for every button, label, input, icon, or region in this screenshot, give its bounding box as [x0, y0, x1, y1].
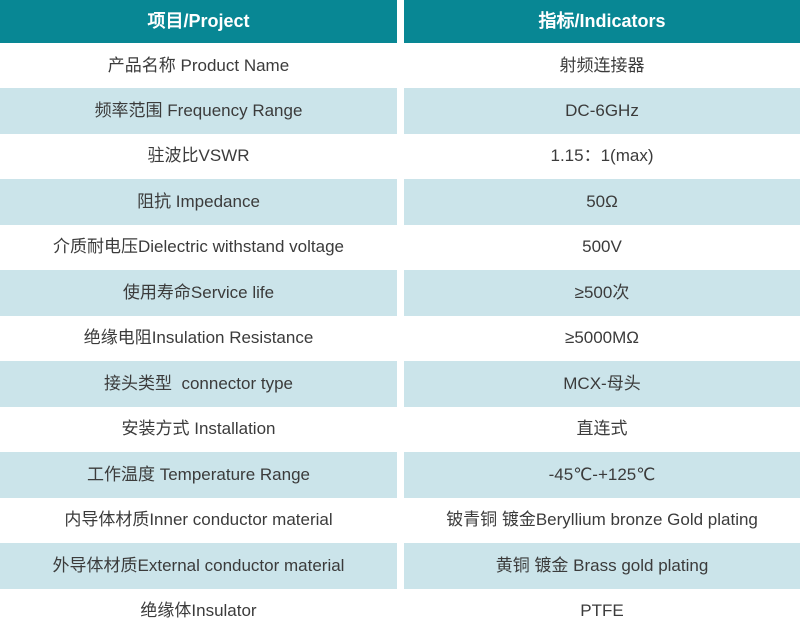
- header-indicators-cell: 指标/Indicators: [538, 10, 666, 31]
- indicator-cell: -45℃-+125℃: [548, 464, 656, 484]
- table-row: 产品名称 Product Name 射频连接器: [0, 43, 800, 89]
- indicator-cell: 500V: [582, 237, 622, 257]
- project-cell: 驻波比VSWR: [0, 133, 404, 180]
- table-row: 外导体材质External conductor material 黄铜 镀金 B…: [0, 543, 800, 589]
- project-cell: 绝缘体Insulator: [0, 588, 404, 634]
- table-body: 产品名称 Product Name 射频连接器 频率范围 Frequency R…: [0, 43, 800, 634]
- indicator-cell: 铍青铜 镀金Beryllium bronze Gold plating: [446, 510, 758, 530]
- table-row: 接头类型 connector type MCX-母头: [0, 361, 800, 407]
- project-cell: 外导体材质External conductor material: [0, 543, 404, 589]
- indicator-cell: 射频连接器: [559, 55, 645, 75]
- table-row: 内导体材质Inner conductor material 铍青铜 镀金Bery…: [0, 497, 800, 544]
- project-cell: 阻抗 Impedance: [0, 179, 404, 225]
- indicator-cell: 直连式: [576, 419, 628, 439]
- table-row: 阻抗 Impedance 50Ω: [0, 179, 800, 225]
- table-header-row: 项目/Project 指标/Indicators: [0, 0, 800, 43]
- indicator-cell: 50Ω: [586, 191, 618, 211]
- indicator-cell: DC-6GHz: [565, 101, 639, 120]
- table-row: 使用寿命Service life ≥500次: [0, 270, 800, 316]
- project-cell: 内导体材质Inner conductor material: [0, 497, 404, 544]
- project-cell: 频率范围 Frequency Range: [0, 88, 404, 134]
- project-cell: 介质耐电压Dielectric withstand voltage: [0, 224, 404, 271]
- table-row: 绝缘电阻Insulation Resistance ≥5000MΩ: [0, 315, 800, 362]
- project-cell: 使用寿命Service life: [0, 270, 404, 316]
- indicator-cell: 1.15：1(max): [550, 146, 654, 166]
- indicator-cell: PTFE: [580, 601, 624, 621]
- project-cell: 产品名称 Product Name: [0, 43, 404, 89]
- project-cell: 接头类型 connector type: [0, 361, 404, 407]
- table-row: 介质耐电压Dielectric withstand voltage 500V: [0, 224, 800, 271]
- indicator-cell: MCX-母头: [563, 373, 641, 393]
- table-row: 频率范围 Frequency Range DC-6GHz: [0, 88, 800, 134]
- table-row: 驻波比VSWR 1.15：1(max): [0, 133, 800, 180]
- table-row: 绝缘体Insulator PTFE: [0, 588, 800, 634]
- table-row: 安装方式 Installation 直连式: [0, 406, 800, 453]
- indicator-cell: ≥5000MΩ: [564, 328, 640, 348]
- header-project-cell: 项目/Project: [0, 0, 404, 43]
- indicator-cell: 黄铜 镀金 Brass gold plating: [495, 555, 709, 575]
- indicator-cell: ≥500次: [574, 282, 630, 302]
- project-cell: 安装方式 Installation: [0, 406, 404, 453]
- project-cell: 工作温度 Temperature Range: [0, 452, 404, 498]
- project-cell: 绝缘电阻Insulation Resistance: [0, 315, 404, 362]
- table-row: 工作温度 Temperature Range -45℃-+125℃: [0, 452, 800, 498]
